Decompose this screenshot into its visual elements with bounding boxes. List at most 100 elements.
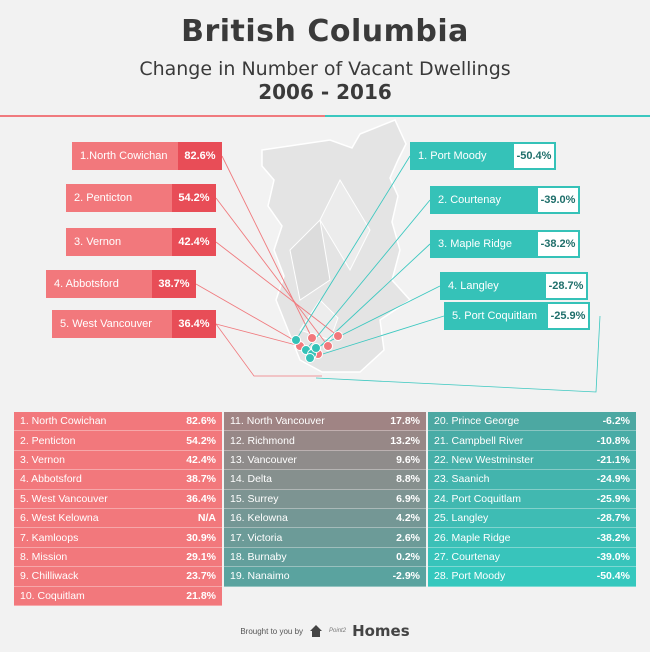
table-row: 6. West Kelowna N/A <box>14 508 222 529</box>
row-city: 4. Abbotsford <box>20 473 82 486</box>
decrease-callout: 5. Port Coquitlam -25.9% <box>444 302 590 330</box>
bc-map-shape <box>261 119 412 373</box>
row-value: 2.6% <box>396 531 420 544</box>
bc-map-graphic <box>195 119 601 393</box>
table-row: 20. Prince George -6.2% <box>428 412 636 432</box>
table-row: 10. Coquitlam 21.8% <box>14 586 222 606</box>
table-row: 4. Abbotsford 38.7% <box>14 470 222 490</box>
table-row: 26. Maple Ridge -38.2% <box>428 528 636 548</box>
row-city: 12. Richmond <box>230 434 295 447</box>
row-city: 7. Kamloops <box>20 531 79 544</box>
table-row: 21. Campbell River -10.8% <box>428 431 636 451</box>
table-row: 17. Victoria 2.6% <box>224 528 426 548</box>
row-city: 21. Campbell River <box>434 434 524 447</box>
row-city: 26. Maple Ridge <box>434 531 511 544</box>
row-city: 18. Burnaby <box>230 550 287 563</box>
callout-label: 5. Port Coquitlam <box>444 302 546 330</box>
leader-line <box>215 197 329 347</box>
increase-callout: 5. West Vancouver 36.4% <box>52 310 216 338</box>
city-dot <box>311 343 321 353</box>
row-value: 82.6% <box>186 415 216 428</box>
callout-label: 1. Port Moody <box>410 142 512 170</box>
row-city: 8. Mission <box>20 550 68 563</box>
house-icon <box>310 625 323 637</box>
row-value: -6.2% <box>602 415 630 428</box>
city-dot <box>291 335 301 345</box>
row-city: 11. North Vancouver <box>230 415 325 428</box>
brand-small: Point2 <box>329 628 347 634</box>
row-value: 17.8% <box>390 415 420 428</box>
page-title: British Columbia <box>181 14 469 49</box>
table-row: 24. Port Coquitlam -25.9% <box>428 489 636 509</box>
city-dot <box>305 353 315 363</box>
row-value: 36.4% <box>186 492 216 505</box>
table-row: 11. North Vancouver 17.8% <box>224 412 426 432</box>
row-value: -50.4% <box>596 570 630 583</box>
city-dot <box>307 333 317 343</box>
table-row: 22. New Westminster -21.1% <box>428 450 636 471</box>
table-row: 12. Richmond 13.2% <box>224 431 426 451</box>
row-value: -38.2% <box>596 531 630 544</box>
callout-value: -38.2% <box>536 230 580 258</box>
leader-line <box>309 315 445 359</box>
increase-callout: 4. Abbotsford 38.7% <box>46 270 196 298</box>
table-column-3: 20. Prince George -6.2% 21. Campbell River… <box>428 412 636 587</box>
row-value: 8.8% <box>396 473 420 486</box>
row-value: 13.2% <box>390 434 420 447</box>
table-row: 18. Burnaby 0.2% <box>224 547 426 568</box>
row-value: -10.8% <box>596 434 630 447</box>
table-row: 15. Surrey 6.9% <box>224 489 426 509</box>
callout-label: 1.North Cowichan <box>72 142 178 170</box>
row-value: N/A <box>197 512 216 525</box>
brought-by-text: Brought to you by <box>240 626 304 636</box>
row-city: 1. North Cowichan <box>20 415 107 428</box>
row-value: 29.1% <box>186 550 216 563</box>
row-value: -39.0% <box>596 550 630 563</box>
decrease-callout: 1. Port Moody -50.4% <box>410 142 556 170</box>
leader-line <box>305 199 431 351</box>
row-city: 15. Surrey <box>230 492 279 505</box>
leader-line <box>215 323 301 347</box>
row-city: 24. Port Coquitlam <box>434 492 521 505</box>
brand-logo: Homes <box>352 622 410 640</box>
callout-value: -28.7% <box>544 272 588 300</box>
divider-right <box>325 115 650 117</box>
table-column-2: 11. North Vancouver 17.8% 12. Richmond 13.2… <box>224 412 426 587</box>
callout-label: 3. Maple Ridge <box>430 230 536 258</box>
row-city: 25. Langley <box>434 512 489 525</box>
table-row: 14. Delta 8.8% <box>224 470 426 490</box>
connector-line <box>315 315 601 393</box>
table-row: 5. West Vancouver 36.4% <box>14 489 222 509</box>
table-row: 8. Mission 29.1% <box>14 547 222 568</box>
table-row: 1. North Cowichan 82.6% <box>14 412 222 432</box>
leader-line <box>295 155 411 341</box>
table-row: 13. Vancouver 9.6% <box>224 450 426 471</box>
increase-callout: 2. Penticton 54.2% <box>66 184 216 212</box>
row-value: 4.2% <box>396 512 420 525</box>
table-column-1: 1. North Cowichan 82.6% 2. Penticton 54.2% 3… <box>14 412 222 606</box>
row-city: 14. Delta <box>230 473 273 486</box>
callout-label: 2. Penticton <box>66 184 172 212</box>
leader-line <box>221 155 313 339</box>
row-city: 28. Port Moody <box>434 570 506 583</box>
table-row: 16. Kelowna 4.2% <box>224 508 426 529</box>
row-city: 5. West Vancouver <box>20 492 108 505</box>
row-city: 2. Penticton <box>20 434 76 447</box>
increase-callout: 1.North Cowichan 82.6% <box>72 142 222 170</box>
row-value: 30.9% <box>186 531 216 544</box>
footer: Brought to you by Point2 Homes <box>0 622 650 640</box>
callout-label: 4. Abbotsford <box>46 270 152 298</box>
table-row: 3. Vernon 42.4% <box>14 450 222 471</box>
decrease-callout: 4. Langley -28.7% <box>440 272 588 300</box>
leader-line <box>215 241 339 337</box>
callout-value: 38.7% <box>152 270 196 298</box>
increase-callout: 3. Vernon 42.4% <box>66 228 216 256</box>
map-dots <box>291 331 343 363</box>
row-value: 9.6% <box>396 453 420 466</box>
city-dot <box>333 331 343 341</box>
row-value: 54.2% <box>186 434 216 447</box>
row-value: 0.2% <box>396 550 420 563</box>
row-city: 10. Coquitlam <box>20 589 85 602</box>
row-city: 20. Prince George <box>434 415 520 428</box>
callout-value: -25.9% <box>546 302 590 330</box>
